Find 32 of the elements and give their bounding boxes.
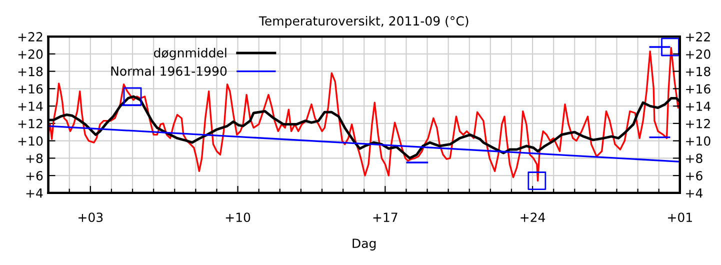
y-tick-label: +12 (18, 118, 42, 128)
y-tick-label: +10 (18, 136, 43, 146)
y-tick-label: +16 (18, 84, 43, 94)
y2-tick-label: +18 (686, 66, 710, 76)
x-tick-label: +24 (520, 212, 546, 222)
y2-tick-label: +10 (686, 136, 710, 146)
y2-tick-label: +6 (686, 171, 702, 180)
y-tick-label: +20 (18, 49, 43, 59)
point (661, 38, 680, 56)
x-tick-label: +03 (78, 212, 103, 222)
y2-tick-label: +14 (686, 102, 710, 111)
y-tick-label: +18 (18, 66, 43, 76)
y-tick-label: +4 (26, 188, 43, 198)
y-tick-label: +14 (18, 102, 43, 111)
point (528, 172, 546, 190)
y2-tick-label: +4 (686, 188, 702, 198)
y2-tick-label: +16 (686, 84, 710, 94)
x-tick-label: +10 (226, 212, 250, 222)
x-tick-label: +01 (668, 212, 692, 222)
y-tick-label: +8 (26, 154, 43, 164)
point (123, 87, 142, 106)
y-tick-label: +22 (18, 32, 42, 42)
x-axis-title: Dag (352, 238, 376, 250)
x-tick-label: +17 (373, 212, 398, 222)
y2-tick-label: +12 (686, 118, 710, 128)
legend-label: døgnmiddel (154, 48, 226, 60)
y2-tick-label: +20 (686, 49, 710, 59)
y-tick-label: +6 (26, 171, 43, 180)
legend-label: Normal 1961-1990 (111, 66, 227, 76)
chart-title: Temperaturoversikt, 2011-09 (°C) (258, 16, 468, 28)
y2-tick-label: +22 (686, 32, 710, 42)
y2-tick-label: +8 (686, 154, 702, 164)
